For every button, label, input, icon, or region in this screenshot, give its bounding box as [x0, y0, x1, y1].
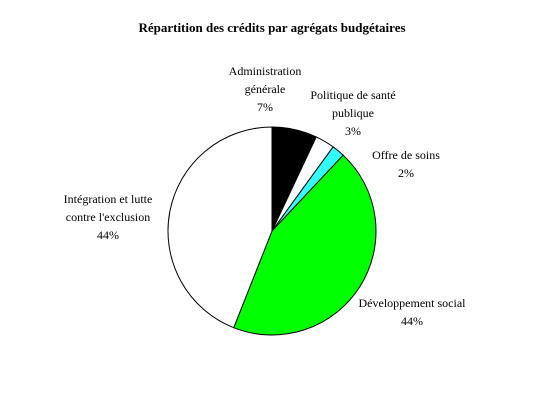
value-label: 2% [398, 166, 414, 180]
value-label: 44% [401, 314, 423, 328]
category-name: Administration générale [228, 64, 302, 96]
category-name: Offre de soins [372, 148, 440, 162]
category-name: Intégration et lutte contre l'exclusion [63, 192, 153, 224]
value-label: 7% [257, 100, 273, 114]
category-name: Politique de santé publique [310, 88, 396, 120]
slice-label: Politique de santé publique 3% [298, 86, 408, 140]
slice-label: Développement social 44% [352, 294, 472, 330]
pie-slice [167, 126, 273, 329]
value-label: 3% [345, 124, 361, 138]
slice-label: Offre de soins 2% [356, 146, 456, 182]
chart-title: Répartition des crédits par agrégats bud… [138, 20, 406, 35]
pie-slice [233, 154, 377, 336]
slice-label: Intégration et lutte contre l'exclusion 4… [48, 190, 168, 244]
category-name: Développement social [358, 296, 466, 310]
slice-label: Administration générale 7% [215, 62, 315, 116]
value-label: 44% [97, 228, 119, 242]
